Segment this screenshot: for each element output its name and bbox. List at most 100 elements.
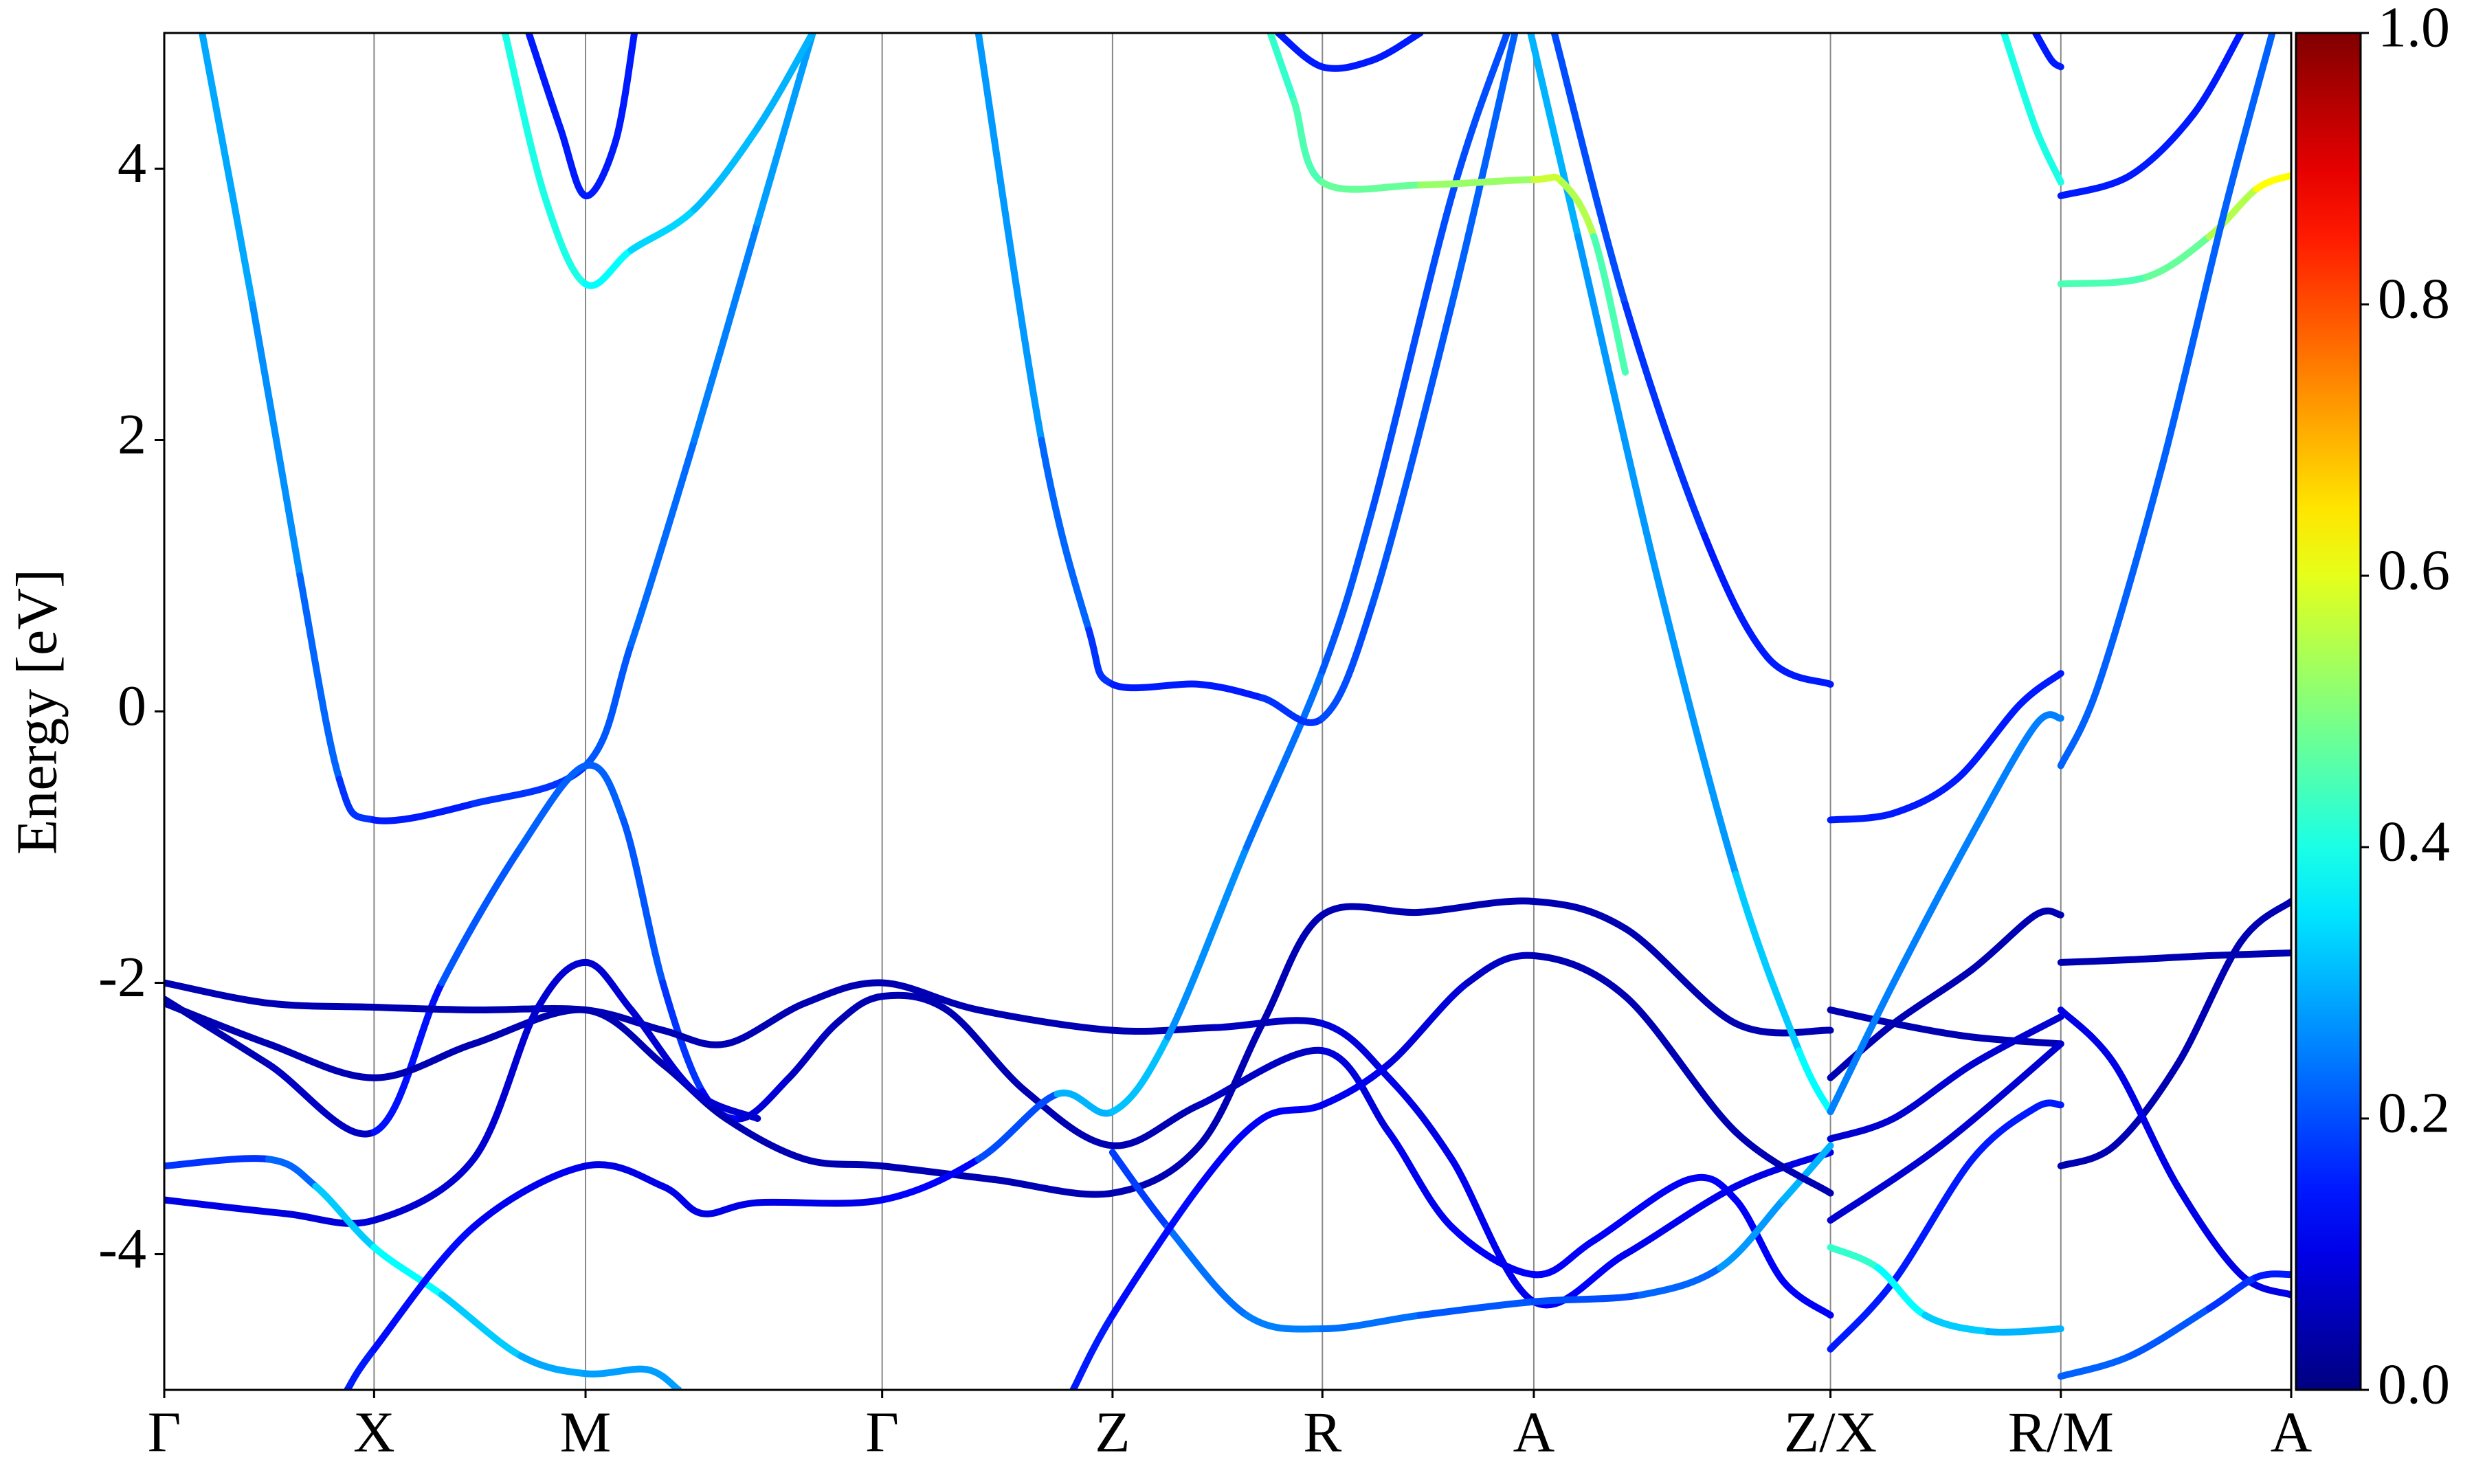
band-segment	[1274, 33, 1326, 71]
band-segment	[1385, 1074, 1456, 1163]
band-segment	[501, 33, 548, 199]
band-segment	[1530, 173, 1566, 186]
band-segment	[612, 33, 638, 145]
band-segment	[582, 138, 619, 200]
band-segment	[1890, 1020, 1976, 1041]
band-segment	[2057, 956, 2134, 966]
band-segment	[1890, 1061, 1976, 1122]
band-segment	[199, 33, 256, 308]
y-tick-label: 0	[118, 674, 146, 738]
band-segment	[1108, 1033, 1172, 1116]
band-segment	[2174, 938, 2244, 1068]
band-segment	[1530, 898, 1629, 932]
band-segment	[1108, 1142, 1203, 1197]
band-segment	[1385, 1128, 1456, 1230]
band-segment	[1827, 1142, 1945, 1224]
band-segment	[974, 1007, 1116, 1034]
x-tick-label: Z	[1095, 1400, 1130, 1464]
band-segment	[691, 219, 761, 444]
band-segment	[1530, 1250, 1629, 1309]
band-segment	[1827, 1115, 1897, 1143]
band-segment	[370, 1040, 478, 1081]
band-segment	[2205, 186, 2260, 240]
colorbar	[2295, 32, 2362, 1391]
band-segment	[1319, 903, 1424, 919]
band-segment	[1827, 1278, 1897, 1353]
band-segment	[878, 979, 982, 1013]
band-segment	[370, 1244, 446, 1298]
band-segment	[265, 1061, 378, 1138]
band-segment	[1550, 33, 1629, 308]
y-tick-label: 4	[118, 131, 146, 195]
band-segment	[1196, 1115, 1267, 1190]
band-segment	[754, 33, 816, 132]
band-segment	[1243, 1312, 1326, 1333]
band-segment	[1416, 1298, 1537, 1319]
band-segment	[1448, 1156, 1537, 1305]
band-segment	[1527, 33, 1582, 240]
band-segment	[2057, 681, 2102, 769]
x-tick-label: A	[2271, 1400, 2313, 1464]
band-segment	[2126, 111, 2197, 179]
band-segment	[1054, 1089, 1116, 1117]
band-segment	[833, 993, 886, 1027]
band-segment	[691, 124, 761, 213]
band-segment	[1890, 1156, 1976, 1285]
band-segment	[1827, 979, 1897, 1116]
band-segment	[1108, 1101, 1203, 1149]
band-segment	[370, 1224, 478, 1353]
band-segment	[1038, 436, 1093, 633]
band-segment	[722, 1115, 809, 1163]
band-segment	[1212, 1017, 1326, 1031]
band-segment	[1827, 809, 1897, 824]
band-segment	[1653, 572, 1739, 878]
band-segment	[1319, 56, 1377, 72]
band-segment	[2016, 670, 2064, 708]
band-segment	[2142, 233, 2213, 281]
band-segment	[1969, 1033, 2064, 1048]
band-segment	[1196, 681, 1267, 701]
band-segment	[943, 1007, 1029, 1095]
band-segment	[1416, 897, 1537, 916]
band-segment	[1196, 1046, 1326, 1109]
band-segment	[2048, 56, 2064, 71]
colorbar-tick-label: 0.4	[2378, 809, 2450, 873]
band-segment	[344, 1345, 378, 1390]
band-segment	[1164, 1224, 1251, 1319]
band-segment	[164, 979, 272, 1007]
band-segment	[2032, 1099, 2064, 1112]
band-segment	[1369, 192, 1456, 512]
band-segment	[370, 1156, 478, 1224]
band-segment	[1069, 1312, 1116, 1390]
band-segment	[541, 192, 590, 288]
band-segment	[296, 572, 343, 783]
band-segment	[1622, 925, 1739, 1027]
band-segment	[1684, 1173, 1739, 1204]
band-segment	[1448, 1224, 1537, 1279]
band-segment	[1319, 179, 1424, 193]
band-segment	[1085, 627, 1116, 688]
band-segment	[312, 1182, 378, 1251]
band-segment	[878, 1162, 998, 1183]
band-segment	[974, 1090, 1061, 1163]
band-segment	[2126, 1305, 2213, 1360]
band-segment	[1022, 1088, 1116, 1149]
x-tick-label: Γ	[148, 1400, 181, 1464]
band-segment	[1890, 965, 1976, 1027]
band-segment	[1290, 97, 1326, 186]
band-segment	[1108, 1182, 1203, 1319]
band-segment	[659, 1182, 706, 1217]
x-tick-label: Γ	[865, 1400, 899, 1464]
band-segment	[438, 844, 524, 987]
band-segment	[1385, 979, 1471, 1068]
band-segment	[517, 1352, 590, 1378]
band-segment	[280, 1210, 378, 1227]
band-segment	[1590, 1176, 1692, 1244]
band-segment	[1937, 1040, 2064, 1149]
band-segment	[1464, 952, 1537, 987]
band-segment	[1732, 1196, 1787, 1285]
band-segment	[1259, 1101, 1326, 1122]
band-segment	[2205, 949, 2291, 959]
band-segment	[1716, 1196, 1787, 1272]
band-segment	[1319, 1061, 1392, 1109]
